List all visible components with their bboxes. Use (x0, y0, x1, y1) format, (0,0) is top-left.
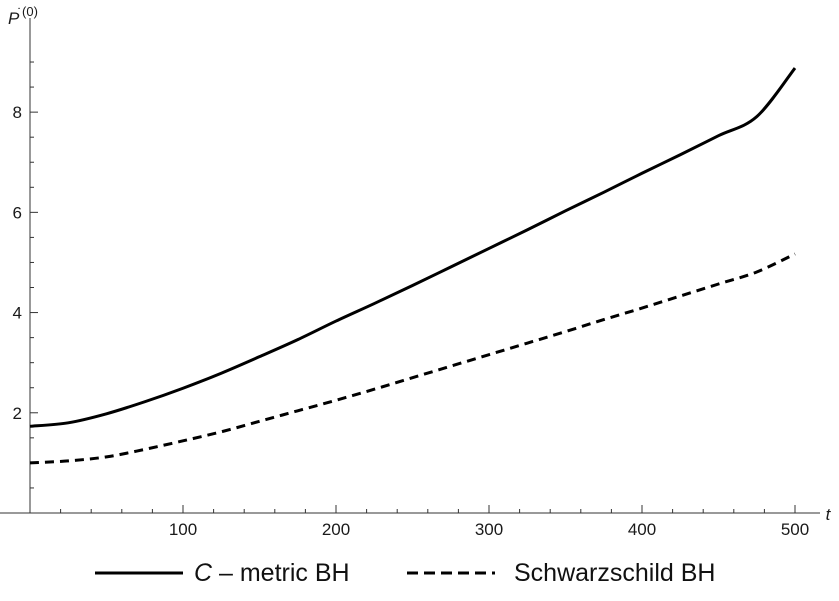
y-tick-label: 2 (13, 404, 22, 423)
x-axis-label: t (826, 505, 832, 524)
ticks: 100 200 300 400 500 2 4 6 8 (13, 61, 809, 539)
x-tick-label: 100 (169, 520, 197, 539)
x-tick-label: 300 (475, 520, 503, 539)
y-tick-label: 6 (13, 203, 22, 222)
y-axis-label: P˙(0) (8, 4, 38, 28)
legend-label-c-metric: C – metric BH (194, 559, 350, 587)
y-tick-label: 8 (13, 103, 22, 122)
legend: C – metric BH Schwarzschild BH (95, 559, 715, 587)
x-tick-label: 400 (628, 520, 656, 539)
series-group (29, 67, 797, 465)
x-tick-label: 500 (781, 520, 809, 539)
series-line-schwarzschild (29, 252, 796, 465)
axis-labels: t P˙(0) (8, 4, 832, 524)
series-line-c-metric (29, 67, 797, 428)
y-tick-label: 4 (13, 304, 22, 323)
axes (0, 18, 820, 514)
x-tick-label: 200 (322, 520, 350, 539)
legend-label-schwarzschild: Schwarzschild BH (514, 559, 715, 587)
